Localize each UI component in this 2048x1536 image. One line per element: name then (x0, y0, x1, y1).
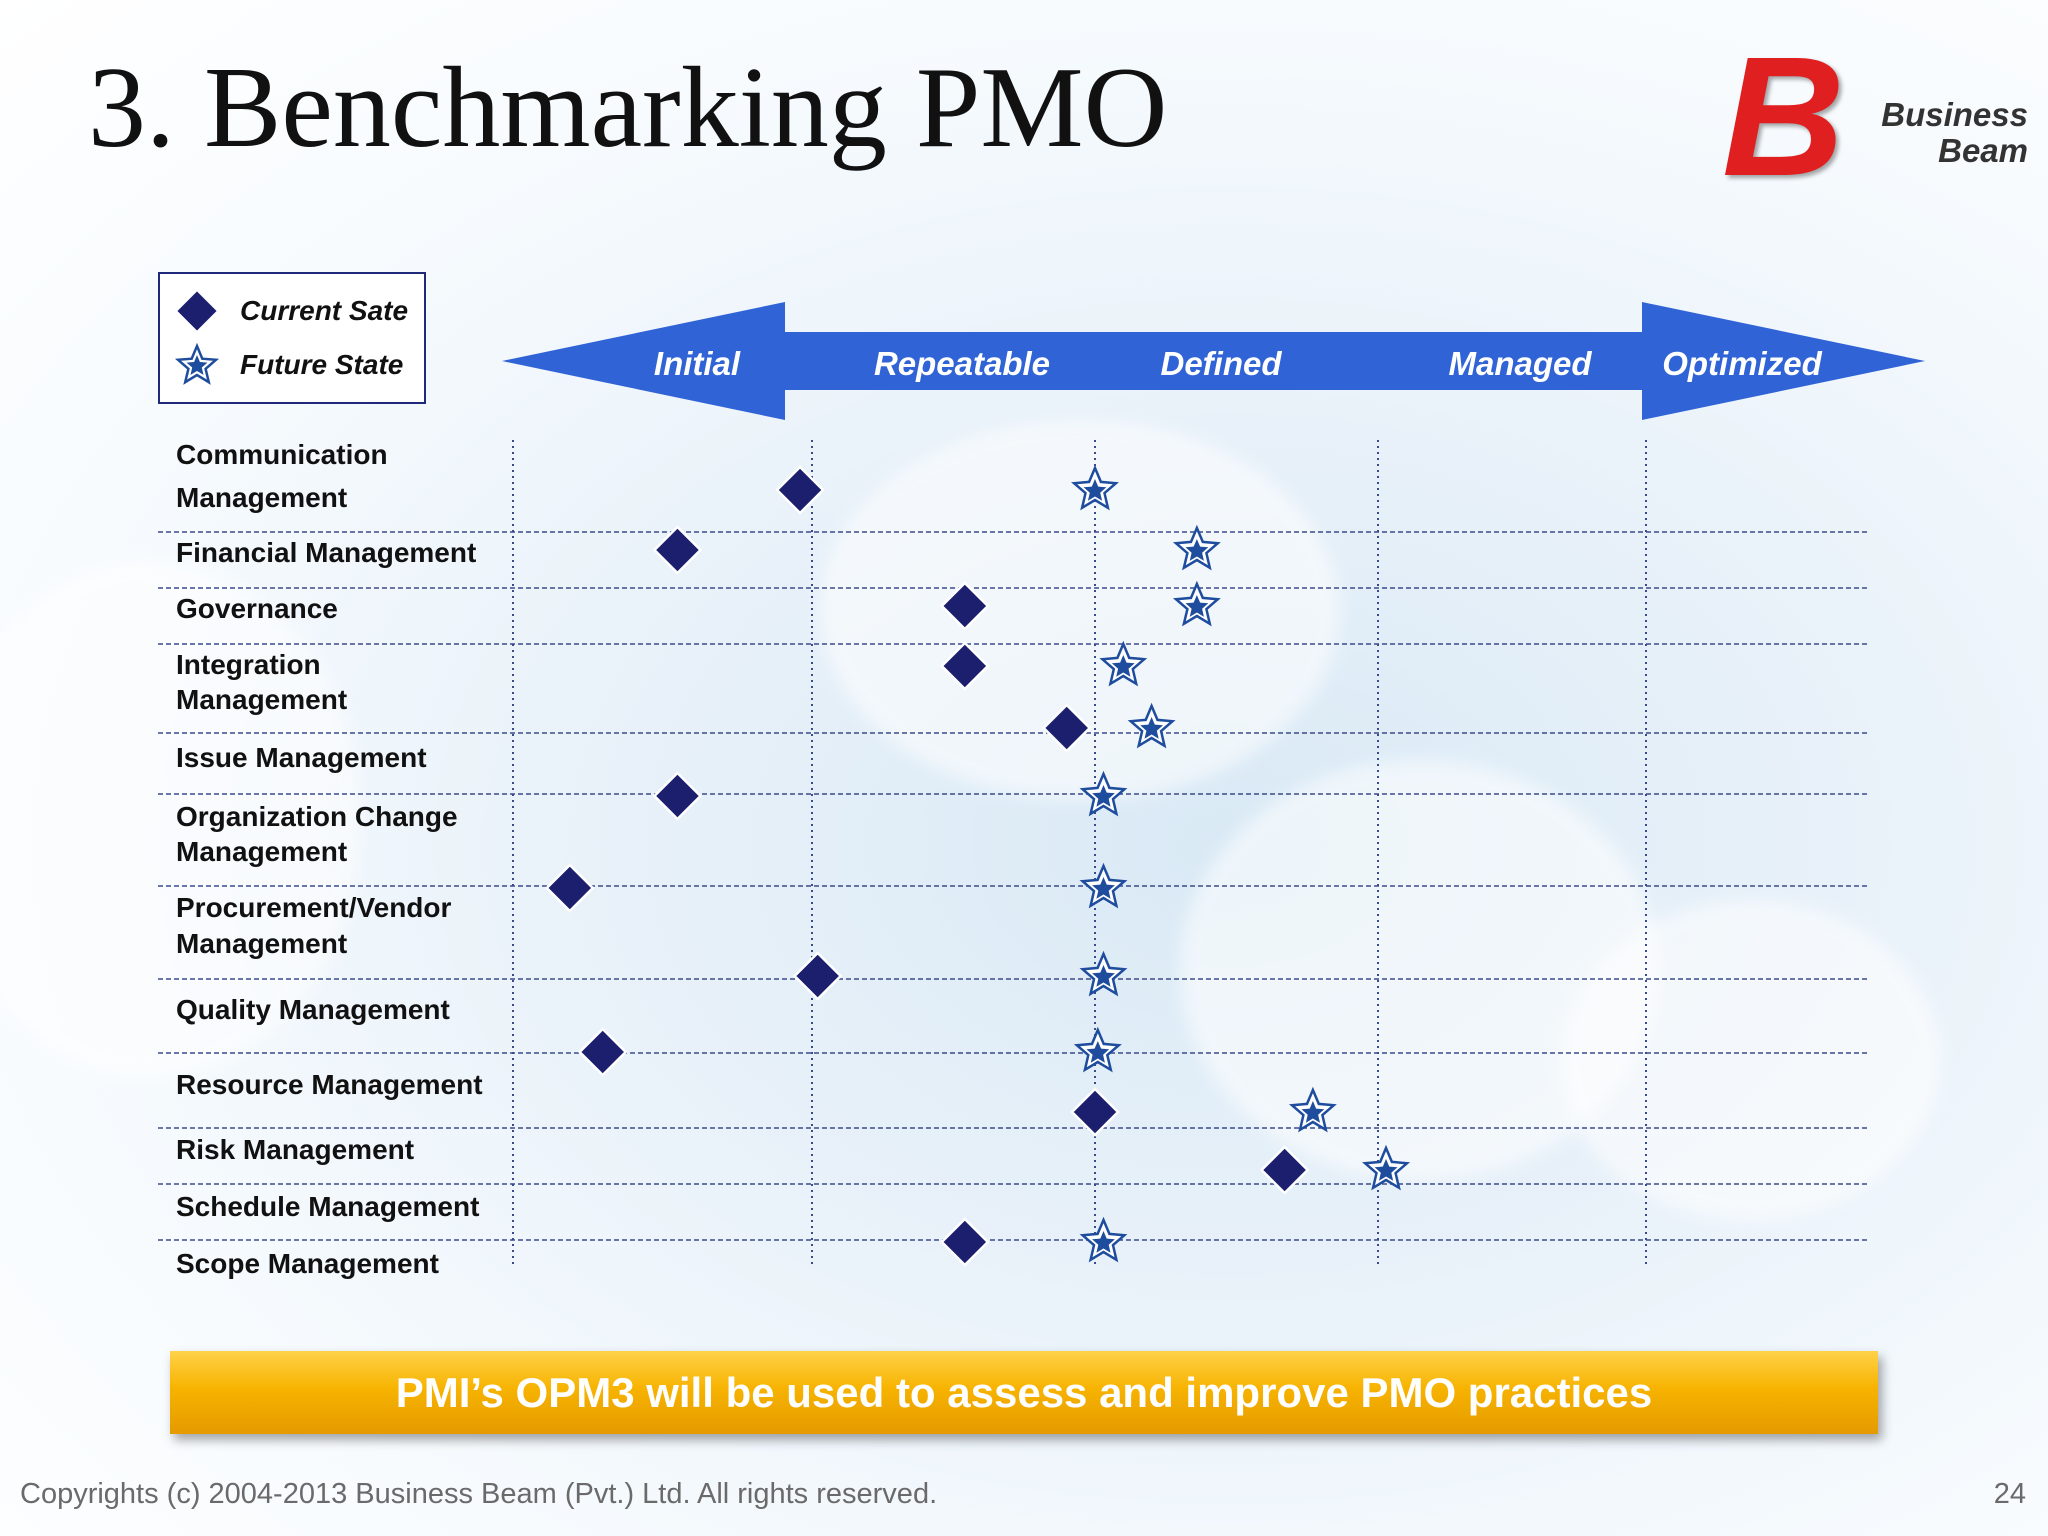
slide-title: 3. Benchmarking PMO (88, 44, 1168, 172)
stage-label-defined: Defined (1160, 345, 1282, 382)
current-state-diamond (940, 1217, 990, 1267)
future-state-star-fill (1374, 1159, 1398, 1181)
logo-text-line2: Beam (1938, 132, 2028, 169)
current-state-diamond (545, 863, 595, 913)
category-label: Governance (176, 593, 338, 624)
stage-label-repeatable: Repeatable (874, 345, 1050, 382)
category-label: Communication Management (176, 439, 388, 513)
future-state-star-fill (1111, 655, 1135, 677)
current-state-diamond (775, 465, 825, 515)
background-map-shape (0, 560, 360, 1080)
category-label: Scope Management (176, 1248, 439, 1279)
copyright-footer: Copyrights (c) 2004-2013 Business Beam (… (20, 1478, 938, 1510)
future-state-star-fill (1140, 717, 1163, 739)
future-state-star-fill (1086, 1041, 1110, 1063)
current-state-diamond (577, 1027, 628, 1077)
maturity-chart: Initial Repeatable Defined Managed Optimized… (158, 302, 1925, 1279)
conclusion-banner: PMI’s OPM3 will be used to assess and im… (170, 1351, 1878, 1434)
category-label: Integration Management (176, 649, 347, 715)
future-state-star-fill (1092, 1231, 1115, 1253)
current-state-diamond (1259, 1145, 1310, 1195)
future-state-star-fill (1092, 877, 1115, 899)
category-label: Procurement/Vendor Management (176, 892, 452, 959)
star-icon (174, 342, 220, 385)
current-state-diamond (652, 525, 703, 575)
current-state-diamond (652, 771, 703, 821)
stage-label-managed: Managed (1448, 345, 1592, 382)
category-label: Financial Management (176, 537, 476, 568)
future-state-star-fill (1092, 785, 1115, 807)
stage-label-initial: Initial (654, 345, 741, 382)
current-state-diamond (940, 581, 990, 631)
future-state-star-fill (1185, 595, 1209, 617)
future-state-star-fill (1185, 539, 1209, 561)
maturity-stage-arrow (502, 302, 1925, 420)
legend-item-future: Future State (174, 340, 403, 390)
current-state-diamond (792, 951, 843, 1001)
current-state-diamond (940, 641, 990, 691)
background-map-shape (1560, 900, 1940, 1220)
company-logo: B Business Beam (1696, 14, 2036, 204)
current-state-diamond (1070, 1087, 1120, 1137)
logo-letter-mark: B (1722, 22, 1845, 212)
future-state-star-fill (1301, 1101, 1325, 1123)
category-label: Schedule Management (176, 1191, 479, 1222)
legend-label-future: Future State (240, 349, 404, 380)
page-number: 24 (1993, 1478, 2026, 1510)
banner-text: PMI’s OPM3 will be used to assess and im… (395, 1368, 1653, 1416)
category-label: Quality Management (176, 994, 450, 1025)
current-state-diamond (1041, 703, 1092, 753)
category-label: Organization Change Management (176, 801, 458, 867)
stage-label-optimized: Optimized (1662, 345, 1822, 382)
logo-text-line1: Business (1881, 96, 2028, 133)
category-label: Resource Management (176, 1069, 483, 1100)
diamond-icon (174, 288, 220, 334)
legend-item-current: Current Sate (174, 286, 408, 336)
category-label: Issue Management (176, 742, 427, 773)
legend-label-current: Current Sate (240, 295, 409, 326)
future-state-star-fill (1083, 479, 1107, 501)
chart-legend: Current Sate Future State (158, 272, 426, 404)
category-label: Risk Management (176, 1134, 414, 1165)
future-state-star-fill (1092, 965, 1115, 987)
